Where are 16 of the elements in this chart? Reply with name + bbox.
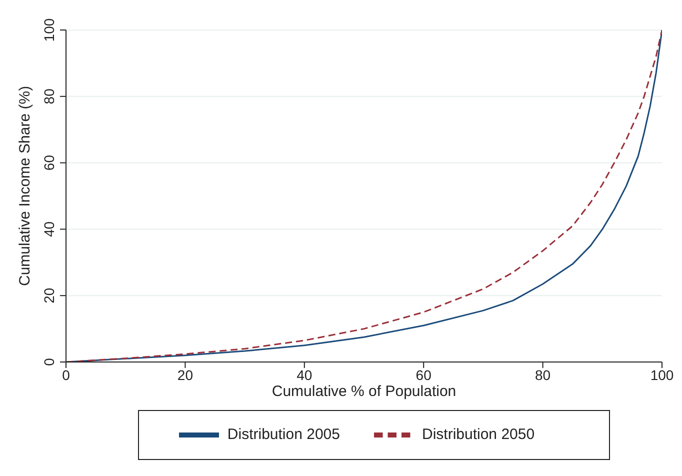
x-tick-label: 60 [416,366,432,383]
y-tick-label: 0 [41,358,57,366]
y-tick-label: 20 [41,288,57,304]
legend-label: Distribution 2005 [227,426,340,443]
x-tick-label: 100 [650,366,674,383]
y-tick-label: 100 [41,18,57,42]
y-tick-label: 40 [41,221,57,237]
legend-label: Distribution 2050 [422,426,535,443]
x-tick-label: 20 [177,366,194,383]
x-tick-label: 80 [535,366,551,383]
x-axis-title: Cumulative % of Population [272,383,456,400]
x-tick-label: 0 [62,366,70,383]
y-tick-label: 80 [41,88,57,104]
y-axis-title: Cumulative Income Share (%) [16,86,34,286]
y-tick-label: 60 [41,154,57,171]
x-tick-label: 40 [296,366,312,383]
